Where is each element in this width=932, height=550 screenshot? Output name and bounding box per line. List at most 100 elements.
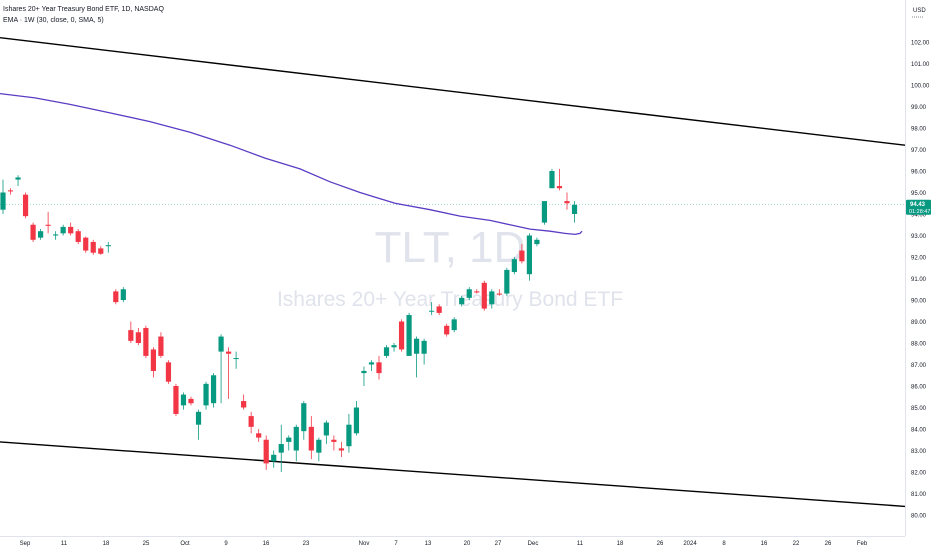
candle-body	[331, 439, 337, 442]
candle-body	[45, 224, 51, 226]
time-tick-label: 20	[464, 541, 471, 547]
candle-body	[338, 448, 344, 451]
candle-body	[429, 310, 435, 312]
candle-body	[564, 201, 570, 204]
ema-line	[0, 92, 583, 236]
candle-body	[301, 403, 307, 432]
candle-body	[549, 171, 555, 189]
time-tick-label: Nov	[359, 541, 370, 547]
price-tick-label: 86.00	[911, 385, 927, 391]
price-tick-label: 93.00	[911, 234, 927, 240]
currency-label: USD	[913, 8, 926, 14]
price-tick-label: 94.00	[911, 213, 927, 219]
candle-body	[158, 336, 164, 356]
watermark-symbol: TLT, 1D	[375, 223, 526, 272]
candle-body	[451, 319, 457, 331]
time-tick-label: 16	[761, 541, 768, 547]
candle-body	[504, 269, 510, 294]
candle-body	[286, 437, 292, 442]
time-tick-label: 25	[143, 541, 150, 547]
time-tick-label: 26	[657, 541, 664, 547]
candle-body	[60, 226, 66, 234]
price-tick-label: 100.00	[911, 84, 930, 90]
candle-body	[511, 259, 517, 273]
candle-body	[323, 422, 329, 436]
price-tick-label: 101.00	[911, 62, 930, 68]
candle-body	[98, 248, 104, 254]
candle-body	[383, 347, 390, 356]
candle-body	[128, 330, 134, 341]
price-tick-label: 95.00	[911, 191, 927, 197]
candle-body	[233, 358, 239, 360]
candle-body	[210, 375, 217, 404]
price-tick-label: 85.00	[911, 406, 927, 412]
price-tick-label: 89.00	[911, 320, 927, 326]
watermark-name: Ishares 20+ Year Treasury Bond ETF	[277, 288, 623, 311]
candle-body	[361, 370, 367, 374]
bar-countdown: 01:28:47	[909, 209, 930, 215]
price-tick-label: 84.00	[911, 428, 927, 434]
candle-body	[398, 321, 405, 350]
candle-body	[534, 239, 540, 245]
candle-body	[218, 336, 224, 352]
candle-body	[391, 345, 397, 348]
time-tick-label: 18	[103, 541, 110, 547]
time-tick-label: 2024	[683, 541, 697, 547]
candle-body	[571, 204, 578, 214]
candle-body	[83, 237, 89, 251]
candle-body	[353, 407, 360, 434]
time-tick-label: 9	[224, 541, 228, 547]
candle-body	[7, 190, 14, 192]
price-tick-label: 90.00	[911, 299, 927, 305]
candle-body	[15, 177, 21, 180]
candle-body	[481, 282, 487, 309]
candle-body	[120, 289, 126, 300]
candle-body	[226, 351, 232, 354]
time-tick-label: Feb	[857, 541, 868, 547]
time-tick-label: Dec	[528, 541, 539, 547]
price-tick-label: 99.00	[911, 105, 927, 111]
indicator-label: EMA · 1W (30, close, 0, SMA, 5)	[3, 17, 104, 24]
price-tick-label: 80.00	[911, 514, 927, 520]
candle-body	[496, 293, 502, 295]
candle-body	[90, 241, 96, 253]
price-tick-label: 92.00	[911, 256, 927, 262]
last-price-tag	[906, 199, 931, 215]
candle-body	[256, 433, 262, 438]
candle-body	[489, 291, 495, 305]
candle-body	[241, 401, 247, 408]
time-tick-label: 13	[425, 541, 432, 547]
candle-body	[519, 250, 525, 262]
candle-body	[474, 291, 480, 293]
symbol-title: Ishares 20+ Year Treasury Bond ETF, 1D, …	[3, 6, 164, 13]
time-tick-label: 16	[263, 541, 270, 547]
time-tick-label: Sep	[20, 541, 31, 547]
candle-body	[75, 231, 81, 242]
price-tick-label: 91.00	[911, 277, 927, 283]
chart-legend: Ishares 20+ Year Treasury Bond ETF, 1D, …	[3, 4, 164, 26]
candle-body	[316, 439, 322, 453]
time-tick-label: 7	[394, 541, 398, 547]
candle-body	[308, 426, 314, 451]
time-tick-label: 23	[303, 541, 310, 547]
candle-body	[38, 231, 44, 238]
candle-body	[248, 416, 254, 427]
candle-body	[556, 186, 563, 189]
price-tick-label: 82.00	[911, 471, 927, 477]
candle-body	[526, 235, 532, 275]
candle-body	[376, 362, 382, 374]
candle-body	[346, 424, 352, 447]
candle-body	[135, 332, 141, 343]
candle-body	[53, 234, 59, 236]
candle-body	[263, 439, 269, 464]
price-tick-label: 96.00	[911, 170, 927, 176]
time-tick-label: 22	[793, 541, 800, 547]
candle-body	[188, 398, 194, 404]
candle-body	[406, 315, 412, 356]
price-tick-label: 83.00	[911, 449, 927, 455]
candle-body	[421, 340, 427, 354]
candle-body	[541, 201, 548, 223]
candles-group	[0, 168, 578, 472]
candle-body	[143, 327, 149, 356]
